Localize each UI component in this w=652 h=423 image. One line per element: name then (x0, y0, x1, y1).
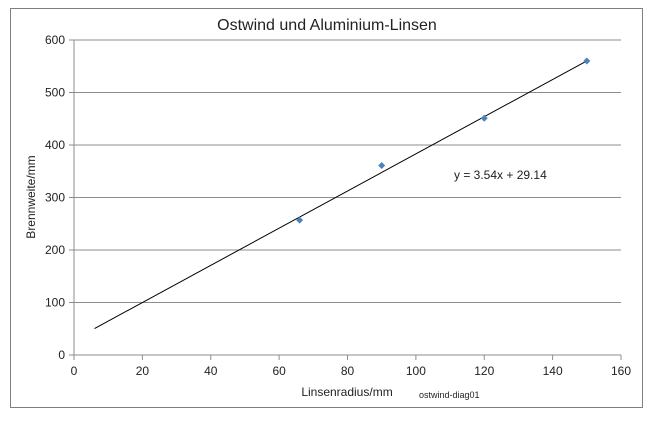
x-tick-label-0: 0 (71, 364, 78, 378)
chart-title: Ostwind und Aluminium-Linsen (217, 17, 437, 34)
y-tick-label-200: 200 (45, 243, 65, 257)
data-point-0 (296, 216, 304, 224)
chart-svg: Ostwind und Aluminium-Linsen 01002003004… (24, 17, 632, 400)
x-tick-label-160: 160 (611, 364, 631, 378)
y-tick-label-400: 400 (45, 138, 65, 152)
trendline-equation: y = 3.54x + 29.14 (454, 168, 547, 182)
x-tick-labels: 0 20 40 60 80 100 120 140 160 (71, 364, 632, 378)
y-axis-label: Brennweite/mm (24, 155, 38, 238)
data-point-2 (480, 114, 488, 122)
annotation-label: ostwind-diag01 (419, 390, 480, 400)
chart-frame: Ostwind und Aluminium-Linsen 0 100 200 300 4… (10, 8, 643, 408)
y-tick-label-600: 600 (45, 33, 65, 47)
axes (69, 39, 622, 360)
data-points (296, 57, 591, 224)
y-tick-labels: 0 100 200 300 400 500 600 (45, 33, 65, 362)
data-point-3 (583, 57, 591, 65)
data-point-1 (378, 161, 386, 169)
x-tick-label-80: 80 (341, 364, 355, 378)
trendline-layer (94, 60, 588, 329)
x-tick-label-120: 120 (474, 364, 494, 378)
x-tick-label-100: 100 (406, 364, 426, 378)
x-axis-label: Linsenradius/mm (301, 385, 392, 399)
grid-lines (74, 39, 621, 303)
y-tick-label-500: 500 (45, 86, 65, 100)
y-tick-label-100: 100 (45, 296, 65, 310)
x-tick-label-40: 40 (204, 364, 218, 378)
x-tick-label-140: 140 (543, 364, 563, 378)
x-tick-label-60: 60 (272, 364, 286, 378)
trendline (94, 60, 588, 329)
y-tick-label-300: 300 (45, 191, 65, 205)
x-tick-label-20: 20 (136, 364, 150, 378)
y-tick-label-0: 0 (58, 348, 65, 362)
